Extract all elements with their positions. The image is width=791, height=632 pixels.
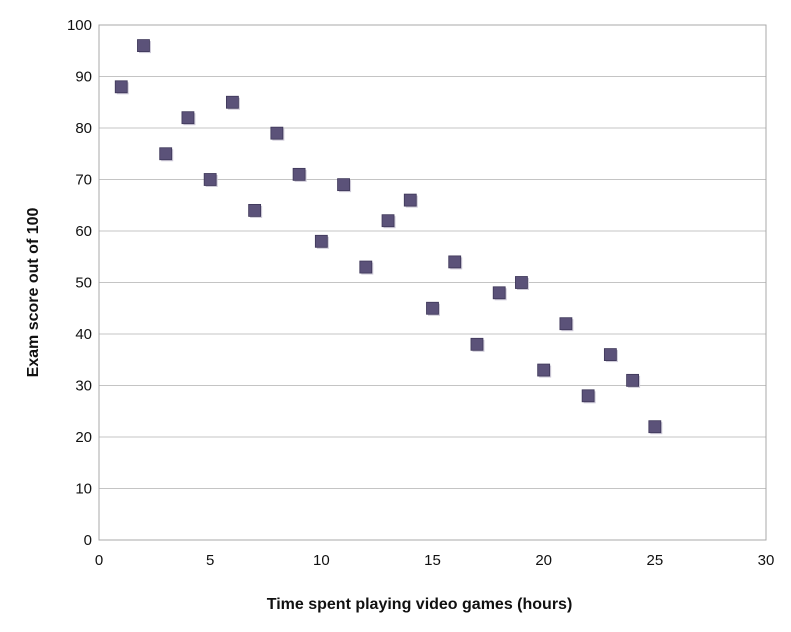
x-tick-label: 5 [206,552,214,569]
y-axis-title: Exam score out of 100 [25,207,42,377]
x-tick-label: 30 [758,552,775,569]
y-tick-label: 50 [75,275,92,292]
data-point [381,214,396,229]
y-tick-label: 40 [75,326,92,343]
y-tick-label: 60 [75,223,92,240]
data-point [137,39,151,54]
data-point [403,193,418,208]
data-point [248,203,263,218]
data-point [203,173,218,187]
data-point [648,420,663,435]
data-point [426,301,440,316]
data-point [515,276,529,290]
data-point [337,178,352,193]
y-tick-label: 0 [84,532,92,549]
y-tick-label: 10 [75,481,92,498]
data-point [581,389,596,404]
y-tick-label: 70 [75,172,92,189]
data-point [292,167,307,182]
data-point [314,234,329,249]
x-axis-ticks: 0 5 10 15 20 25 30 [95,552,775,569]
data-point [448,255,463,270]
x-tick-label: 10 [313,552,330,569]
data-point [359,260,374,275]
data-point [114,80,129,95]
data-point [470,337,485,352]
data-point [537,363,552,378]
data-point [559,317,574,332]
data-point [270,126,285,141]
x-tick-label: 0 [95,552,103,569]
y-tick-label: 80 [75,120,92,137]
y-tick-label: 90 [75,69,92,86]
data-point [225,95,240,110]
x-tick-label: 15 [424,552,441,569]
y-tick-label: 100 [67,17,92,34]
data-points [114,39,663,435]
data-point [492,286,507,301]
y-tick-label: 30 [75,378,92,395]
y-axis-ticks: 0 10 20 30 40 50 60 70 80 90 100 [67,17,92,549]
data-point [181,111,196,126]
x-tick-label: 20 [535,552,552,569]
data-point [159,147,174,162]
gridlines [99,24,766,541]
plot-area [98,24,767,541]
x-axis-title: Time spent playing video games (hours) [267,596,573,613]
x-tick-label: 25 [646,552,663,569]
data-point [603,348,618,363]
y-tick-label: 20 [75,429,92,446]
data-point [626,373,641,388]
